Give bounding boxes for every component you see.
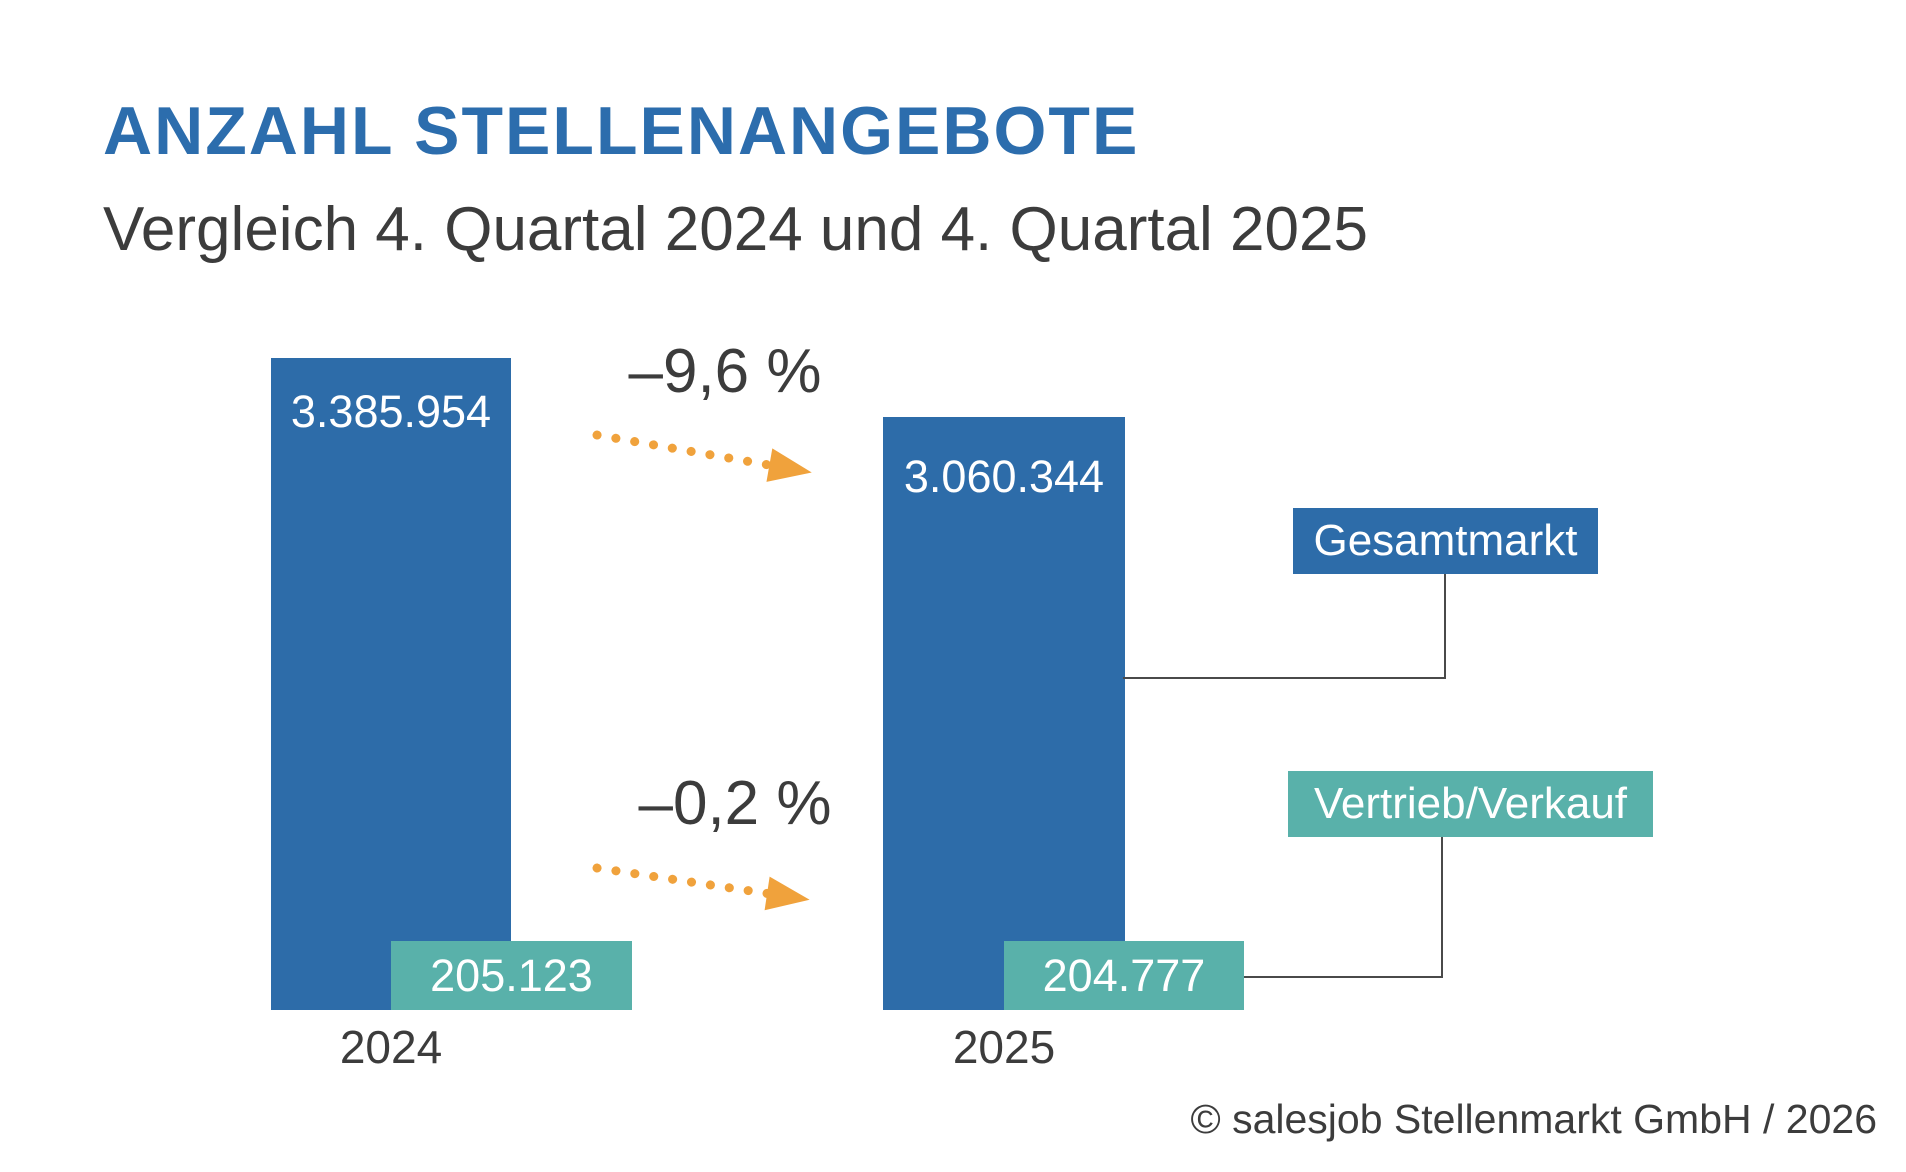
bar-value-2025-vertrieb: 204.777 xyxy=(1042,950,1206,1001)
bar-2025-gesamtmarkt: 3.060.344 xyxy=(883,417,1125,1010)
bar-value-2024-vertrieb: 205.123 xyxy=(430,950,593,1001)
bar-value-2024-gesamtmarkt: 3.385.954 xyxy=(290,386,492,437)
page-title: ANZAHL STELLENANGEBOTE xyxy=(103,93,1140,169)
bar-2025-vertrieb: 204.777 xyxy=(1004,941,1244,1010)
legend-connector-line xyxy=(1441,837,1443,978)
bar-2024-gesamtmarkt: 3.385.954 xyxy=(271,358,511,1010)
legend-connector-line xyxy=(1444,574,1446,679)
legend-gesamtmarkt: Gesamtmarkt xyxy=(1293,508,1598,574)
bar-value-2025-gesamtmarkt: 3.060.344 xyxy=(903,451,1105,502)
legend-connector-line xyxy=(1123,677,1446,679)
category-label-2024: 2024 xyxy=(339,1021,443,1073)
legend-connector-line xyxy=(1244,976,1443,978)
annotation-vertrieb-change: –0,2 % xyxy=(638,769,832,838)
bar-2024-vertrieb: 205.123 xyxy=(391,941,632,1010)
annotation-gesamtmarkt-change: –9,6 % xyxy=(628,337,822,406)
dotted-arrow-icon xyxy=(592,863,810,911)
copyright-credit: © salesjob Stellenmarkt GmbH / 2026 xyxy=(1190,1096,1877,1142)
dotted-arrow-icon xyxy=(592,430,812,482)
category-label-2025: 2025 xyxy=(952,1021,1056,1073)
page-subtitle: Vergleich 4. Quartal 2024 und 4. Quartal… xyxy=(103,195,1368,264)
legend-vertrieb-verkauf: Vertrieb/Verkauf xyxy=(1288,771,1653,837)
